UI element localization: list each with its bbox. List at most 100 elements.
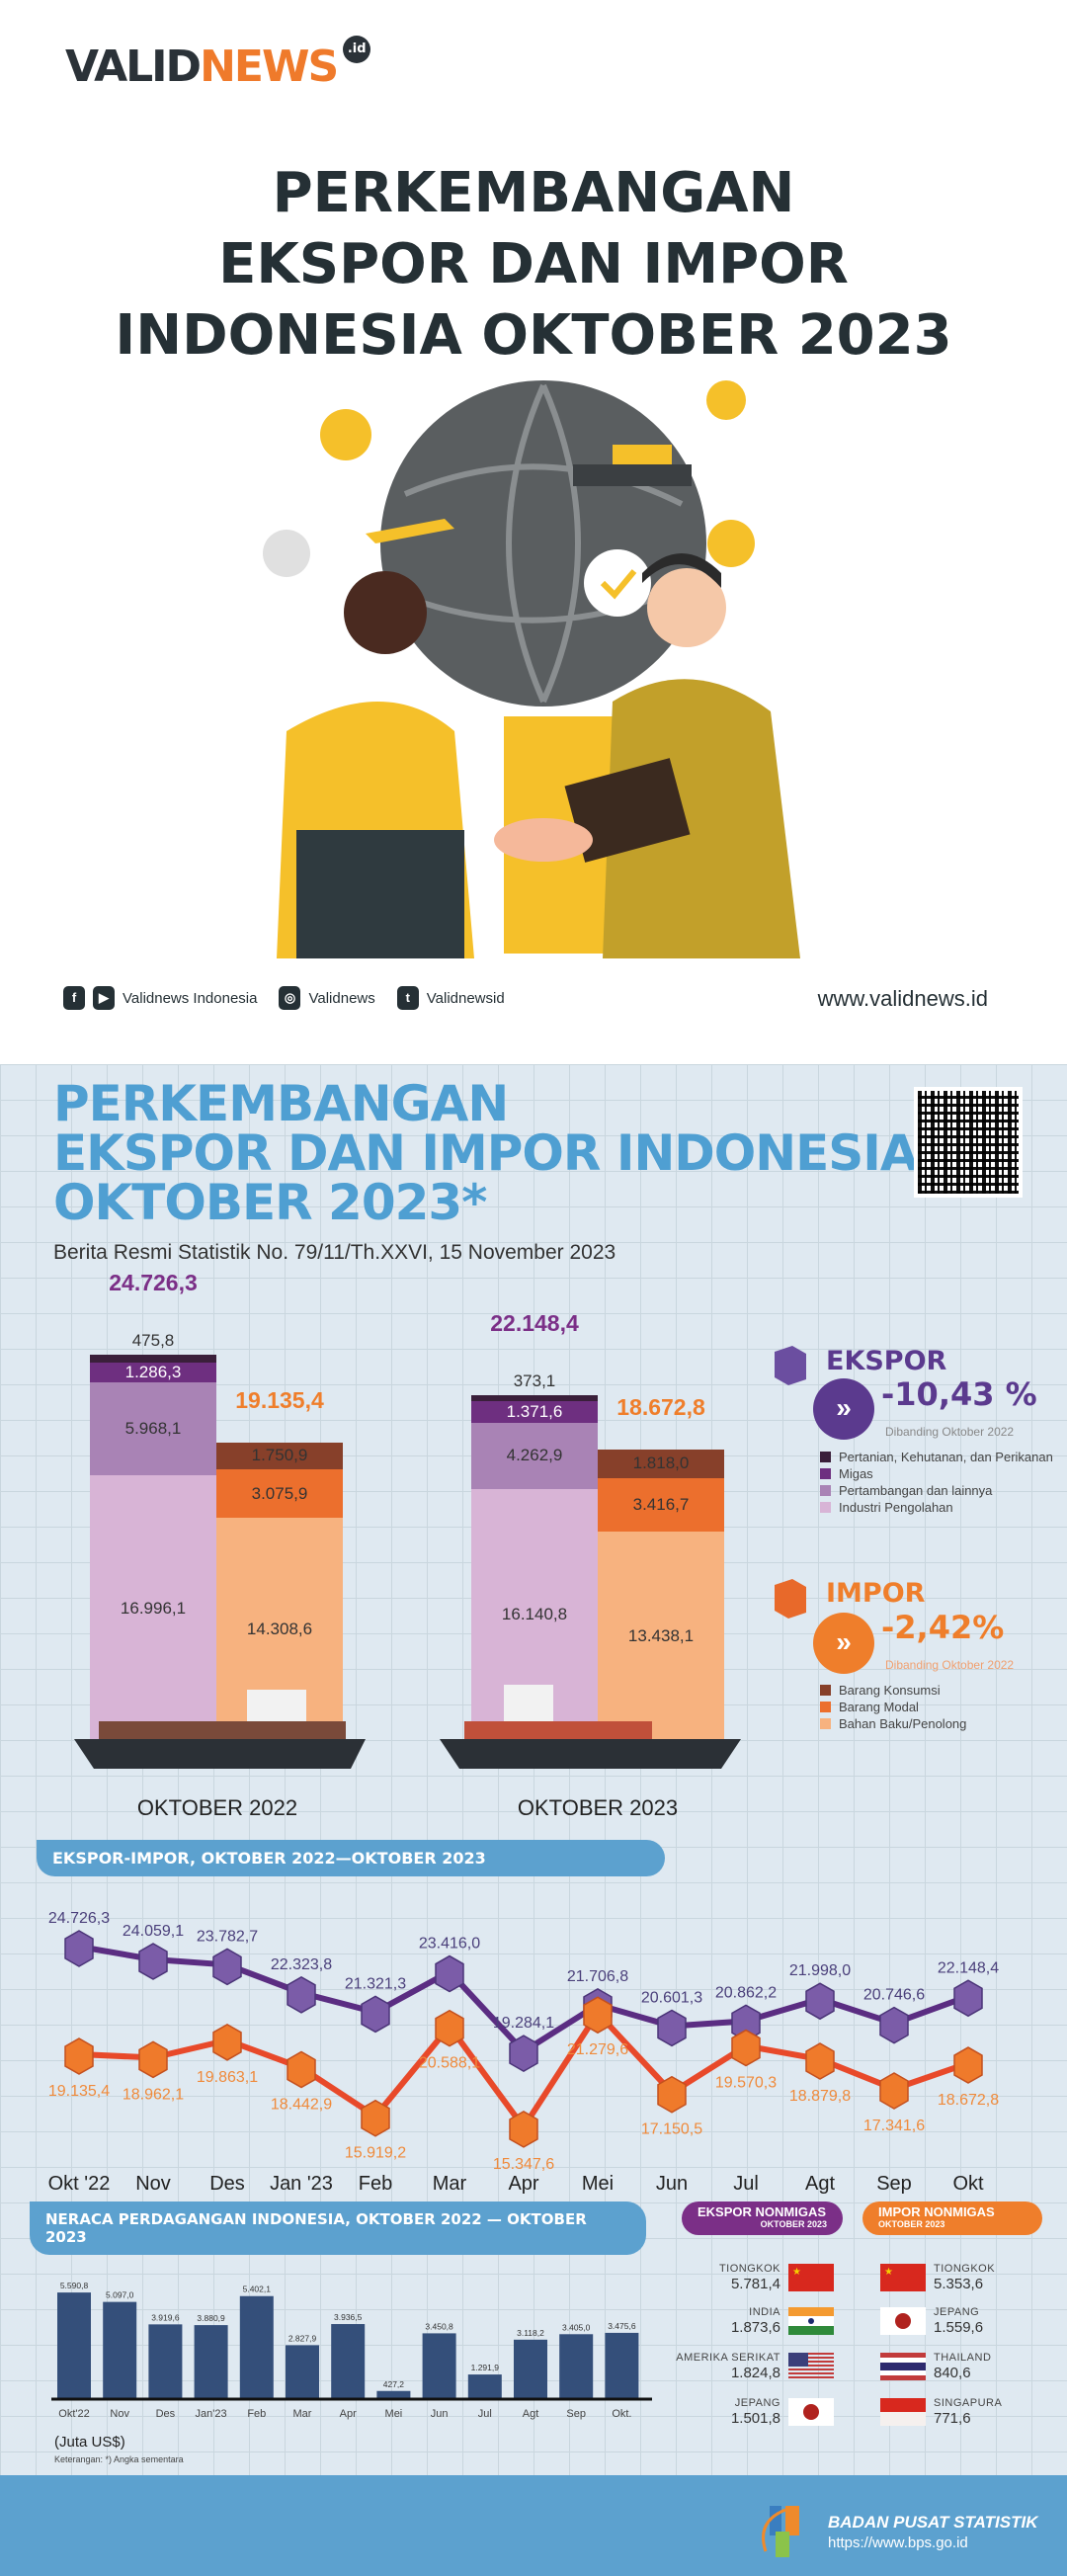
page-title: PERKEMBANGAN EKSPOR DAN IMPOR INDONESIA … [0,158,1067,372]
japan-flag-icon [788,2398,834,2426]
clipboard-icon [564,758,691,863]
impor-total-label: 18.672,8 [616,1393,705,1420]
x-tick-label: Mar [433,2173,467,2195]
ekspor-segment [471,1395,598,1401]
instagram-icon[interactable]: ◎ [279,986,301,1010]
ekspor-title: EKSPOR [826,1346,947,1376]
legend-label: Industri Pengolahan [839,1500,953,1515]
ekspor-value-label: 24.726,3 [48,1910,110,1927]
x-tick-label: Feb [247,2408,266,2420]
x-tick-label: Jan'23 [196,2408,227,2420]
ekspor-segment: 16.996,1 [90,1475,216,1741]
impor-value-label: 18.442,9 [271,2097,332,2114]
impor-point [138,2040,168,2079]
impor-country-value: 840,6 [934,2365,971,2381]
india-flag-icon [788,2307,834,2335]
ship-icon [74,1739,366,1769]
impor-value-label: 18.962,1 [123,2086,184,2103]
impor-country-name: THAILAND [934,2352,992,2364]
neraca-value-label: 3.450,8 [425,2321,453,2331]
impor-point [953,2046,983,2084]
facebook-youtube-handle[interactable]: Validnews Indonesia [123,989,258,1007]
x-tick-label: Jul [478,2408,492,2420]
china-flag-icon: ★ [880,2264,926,2291]
title-line: OKTOBER 2023* [53,1174,487,1231]
website-link[interactable]: www.validnews.id [817,986,988,1011]
neraca-bar [559,2334,594,2399]
x-tick-label: Apr [340,2408,357,2420]
ekspor-point [287,1975,316,2014]
thailand-flag-icon [880,2353,926,2380]
coin-icon [707,520,755,567]
ekspor-value-label: 23.782,7 [197,1928,258,1945]
neraca-bar [422,2333,456,2399]
infographic-title: PERKEMBANGAN EKSPOR DAN IMPOR INDONESIA … [53,1079,919,1231]
neraca-value-label: 3.919,6 [151,2312,180,2322]
year-label: OKTOBER 2022 [136,1795,298,1820]
person-woman [344,571,427,654]
facebook-icon[interactable]: f [63,986,85,1010]
badge-title: IMPOR NONMIGAS [878,2204,995,2219]
impor-point [287,2050,316,2089]
neraca-value-label: 5.097,0 [106,2290,134,2300]
twitter-icon[interactable]: t [396,986,419,1010]
trade-handshake-illustration [263,380,800,958]
ships-illustration [74,1685,741,1769]
china-flag-icon: ★ [788,2264,834,2291]
svg-text:★: ★ [792,2267,801,2278]
validnews-logo: VALIDNEWS .id [65,36,371,92]
instagram-handle[interactable]: Validnews [308,989,375,1007]
ekspor-country-value: 1.873,6 [730,2319,780,2336]
title-line: EKSPOR DAN IMPOR INDONESIA [53,1124,919,1182]
ekspor-value-label: 22.148,4 [938,1959,999,1976]
impor-nonmigas-badge: IMPOR NONMIGAS OKTOBER 2023 [862,2202,1042,2235]
impor-point [583,1996,613,2035]
ekspor-segment: 1.371,6 [471,1400,598,1423]
x-tick-label: Jan '23 [270,2173,333,2195]
svg-text:★: ★ [884,2267,893,2278]
ekspor-point [361,1995,390,2034]
ekspor-segment: 1.286,3 [90,1362,216,1383]
neraca-bar [376,2390,411,2399]
impor-segment: 1.750,9 [216,1442,343,1470]
impor-container-icon [775,1579,806,1619]
coin-icon [320,409,371,460]
impor-country-value: 771,6 [934,2410,971,2427]
legend-swatch [820,1485,831,1496]
neraca-value-label: 3.936,5 [334,2312,363,2322]
impor-point [731,2029,761,2067]
x-tick-label: Jun [431,2408,449,2420]
x-tick-label: Okt. [612,2408,631,2420]
neraca-bar [194,2325,228,2399]
handshake [494,818,593,862]
globe-icon [380,380,706,706]
singapore-flag-icon [880,2398,926,2426]
legend-swatch [820,1502,831,1513]
twitter-handle[interactable]: Validnewsid [426,989,505,1007]
impor-value-label: 18.672,8 [938,2092,999,2109]
ekspor-country-value: 1.824,8 [730,2365,780,2381]
legend-swatch [820,1468,831,1479]
x-tick-label: Mar [293,2408,312,2420]
badge-subtitle: OKTOBER 2023 [878,2219,945,2229]
youtube-icon[interactable]: ▶ [93,986,115,1010]
ekspor-segment: 5.968,1 [90,1382,216,1476]
x-tick-label: Apr [508,2173,538,2195]
impor-segment: 1.818,0 [598,1449,724,1478]
ship-icon [440,1739,741,1769]
ekspor-value-label: 20.601,3 [641,1989,702,2006]
legend-label: Pertanian, Kehutanan, dan Perikanan [839,1450,1053,1464]
x-tick-label: Feb [359,2173,392,2195]
ekspor-point [509,2035,538,2072]
bps-url[interactable]: https://www.bps.go.id [828,2534,968,2551]
ekspor-impor-line-chart: 24.726,3 24.059,1 23.782,7 22.323,8 21.321,3… [48,1910,1000,2195]
ekspor-point [731,2004,761,2042]
logo-text-orange: NEWS [200,42,339,92]
usa-flag-icon [788,2353,834,2378]
bps-name: BADAN PUSAT STATISTIK [828,2513,1038,2532]
ekspor-value-label: 19.284,1 [493,2015,554,2032]
title-line: PERKEMBANGAN [272,161,795,225]
legend-item: Migas [820,1465,1053,1482]
impor-legend: Barang Konsumsi Barang Modal Bahan Baku/Pe… [820,1682,966,1732]
qr-code[interactable] [914,1087,1023,1198]
